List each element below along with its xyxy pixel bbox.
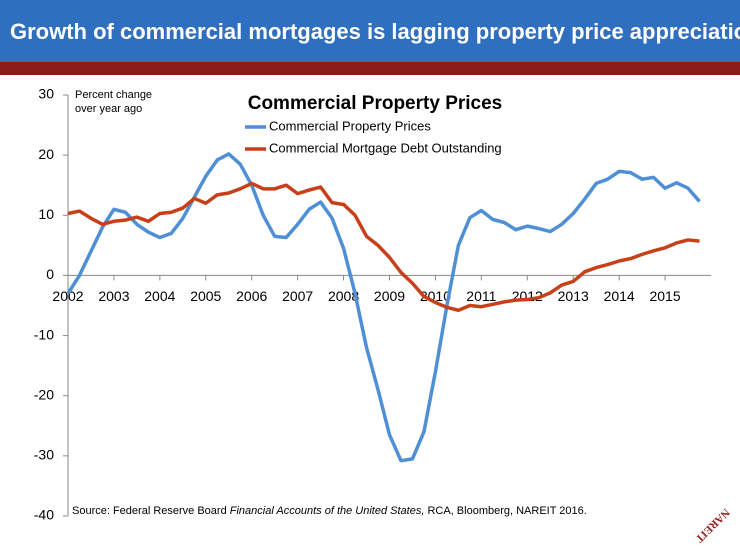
source-note: Source: Federal Reserve Board Financial … (72, 505, 587, 517)
header-bar (0, 0, 740, 62)
x-tick-label: 2004 (144, 288, 175, 304)
source-suffix: RCA, Bloomberg, NAREIT 2016. (424, 505, 586, 517)
header-stripe (0, 62, 740, 75)
x-tick-label: 2003 (98, 288, 129, 304)
y-tick-label: -40 (34, 507, 54, 523)
x-tick-label: 2002 (52, 288, 83, 304)
data-line (67, 181, 700, 313)
x-tick-label: 2006 (236, 288, 267, 304)
source-prefix: Source: Federal Reserve Board (72, 505, 230, 517)
x-tick-label: 2015 (649, 288, 680, 304)
x-tick-label: 2014 (604, 288, 635, 304)
x-tick-label: 2013 (558, 288, 589, 304)
y-tick-label: -10 (34, 326, 54, 342)
logo: NAREIT (692, 506, 731, 545)
header-title: Growth of commercial mortgages is laggin… (10, 19, 740, 44)
source-italic: Financial Accounts of the United States, (230, 505, 425, 517)
x-tick-label: 2011 (466, 288, 496, 304)
x-tick-label: 2009 (374, 288, 405, 304)
legend-label: Commercial Mortgage Debt Outstanding (269, 140, 502, 155)
data-line (66, 152, 701, 463)
y-tick-label: 10 (38, 206, 54, 222)
x-tick-label: 2008 (328, 288, 359, 304)
y-tick-label: 20 (38, 146, 54, 162)
y-tick-label: 30 (38, 86, 54, 102)
y-tick-label: -20 (34, 386, 54, 402)
chart-title: Commercial Property Prices (248, 93, 503, 114)
legend-label: Commercial Property Prices (269, 118, 431, 133)
y-axis-label: Percent change (75, 89, 152, 101)
y-tick-label: 0 (46, 266, 54, 282)
y-axis-label: over year ago (75, 103, 142, 115)
x-tick-label: 2005 (190, 288, 221, 304)
y-tick-label: -30 (34, 447, 54, 463)
x-tick-label: 2007 (282, 288, 313, 304)
